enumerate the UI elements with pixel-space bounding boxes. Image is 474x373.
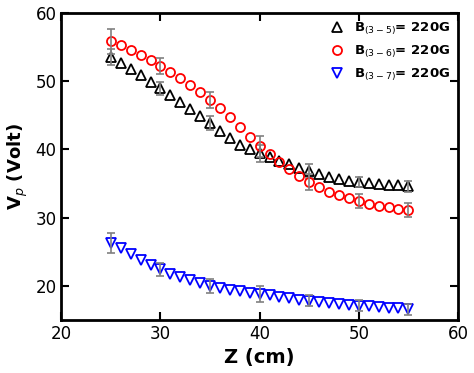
B$_{(3-7)}$= 220G: [138, 258, 144, 262]
B$_{(3-6)}$= 220G: [247, 135, 253, 139]
B$_{(3-7)}$= 220G: [247, 291, 253, 295]
Line: B$_{(3-7)}$= 220G: B$_{(3-7)}$= 220G: [106, 238, 413, 314]
B$_{(3-7)}$= 220G: [197, 281, 203, 285]
Y-axis label: V$_p$ (Volt): V$_p$ (Volt): [6, 123, 30, 210]
B$_{(3-6)}$= 220G: [396, 206, 401, 211]
B$_{(3-7)}$= 220G: [366, 304, 372, 308]
B$_{(3-7)}$= 220G: [356, 304, 362, 308]
B$_{(3-5)}$= 220G: [326, 174, 332, 179]
B$_{(3-5)}$= 220G: [396, 183, 401, 188]
B$_{(3-6)}$= 220G: [326, 189, 332, 194]
B$_{(3-7)}$= 220G: [346, 303, 352, 307]
B$_{(3-7)}$= 220G: [286, 296, 292, 300]
B$_{(3-5)}$= 220G: [128, 67, 134, 72]
B$_{(3-7)}$= 220G: [158, 267, 164, 272]
B$_{(3-6)}$= 220G: [158, 64, 164, 68]
B$_{(3-7)}$= 220G: [376, 305, 382, 309]
B$_{(3-6)}$= 220G: [237, 125, 243, 129]
B$_{(3-6)}$= 220G: [217, 106, 223, 110]
B$_{(3-6)}$= 220G: [376, 204, 382, 208]
B$_{(3-6)}$= 220G: [306, 180, 312, 184]
B$_{(3-7)}$= 220G: [148, 263, 154, 267]
B$_{(3-6)}$= 220G: [346, 196, 352, 201]
B$_{(3-5)}$= 220G: [386, 182, 392, 187]
B$_{(3-5)}$= 220G: [406, 184, 411, 188]
B$_{(3-6)}$= 220G: [296, 173, 302, 178]
B$_{(3-6)}$= 220G: [148, 58, 154, 63]
B$_{(3-5)}$= 220G: [197, 113, 203, 118]
B$_{(3-6)}$= 220G: [356, 199, 362, 203]
B$_{(3-6)}$= 220G: [406, 208, 411, 212]
B$_{(3-6)}$= 220G: [108, 39, 114, 44]
B$_{(3-5)}$= 220G: [158, 86, 164, 91]
B$_{(3-6)}$= 220G: [386, 205, 392, 210]
B$_{(3-7)}$= 220G: [396, 306, 401, 311]
B$_{(3-5)}$= 220G: [286, 162, 292, 166]
B$_{(3-7)}$= 220G: [207, 283, 213, 288]
B$_{(3-5)}$= 220G: [366, 181, 372, 186]
B$_{(3-5)}$= 220G: [267, 155, 273, 160]
B$_{(3-7)}$= 220G: [118, 246, 124, 251]
B$_{(3-5)}$= 220G: [148, 80, 154, 85]
B$_{(3-7)}$= 220G: [316, 300, 322, 304]
B$_{(3-7)}$= 220G: [237, 289, 243, 294]
B$_{(3-7)}$= 220G: [227, 288, 233, 292]
B$_{(3-5)}$= 220G: [237, 143, 243, 147]
B$_{(3-7)}$= 220G: [386, 305, 392, 310]
B$_{(3-5)}$= 220G: [108, 55, 114, 59]
B$_{(3-6)}$= 220G: [316, 185, 322, 190]
B$_{(3-7)}$= 220G: [336, 302, 342, 307]
Line: B$_{(3-5)}$= 220G: B$_{(3-5)}$= 220G: [106, 53, 413, 191]
B$_{(3-5)}$= 220G: [296, 165, 302, 170]
B$_{(3-7)}$= 220G: [326, 301, 332, 305]
B$_{(3-5)}$= 220G: [138, 73, 144, 78]
B$_{(3-7)}$= 220G: [296, 297, 302, 302]
B$_{(3-5)}$= 220G: [187, 107, 193, 111]
B$_{(3-7)}$= 220G: [108, 241, 114, 245]
B$_{(3-6)}$= 220G: [167, 70, 173, 74]
B$_{(3-5)}$= 220G: [356, 180, 362, 184]
B$_{(3-6)}$= 220G: [277, 159, 283, 164]
B$_{(3-7)}$= 220G: [306, 299, 312, 303]
B$_{(3-5)}$= 220G: [118, 61, 124, 65]
B$_{(3-5)}$= 220G: [207, 121, 213, 125]
Line: B$_{(3-6)}$= 220G: B$_{(3-6)}$= 220G: [106, 37, 413, 214]
B$_{(3-6)}$= 220G: [227, 115, 233, 119]
B$_{(3-5)}$= 220G: [277, 159, 283, 163]
B$_{(3-5)}$= 220G: [316, 172, 322, 176]
B$_{(3-5)}$= 220G: [257, 151, 263, 156]
B$_{(3-6)}$= 220G: [118, 43, 124, 48]
B$_{(3-7)}$= 220G: [406, 307, 411, 311]
B$_{(3-6)}$= 220G: [267, 152, 273, 156]
X-axis label: Z (cm): Z (cm): [224, 348, 295, 367]
B$_{(3-7)}$= 220G: [167, 271, 173, 276]
B$_{(3-7)}$= 220G: [257, 292, 263, 296]
B$_{(3-5)}$= 220G: [227, 136, 233, 141]
B$_{(3-7)}$= 220G: [128, 252, 134, 257]
B$_{(3-6)}$= 220G: [336, 193, 342, 197]
B$_{(3-5)}$= 220G: [306, 169, 312, 173]
B$_{(3-5)}$= 220G: [247, 147, 253, 151]
B$_{(3-6)}$= 220G: [257, 144, 263, 149]
B$_{(3-5)}$= 220G: [346, 178, 352, 183]
B$_{(3-7)}$= 220G: [277, 295, 283, 299]
B$_{(3-6)}$= 220G: [197, 90, 203, 95]
B$_{(3-6)}$= 220G: [207, 98, 213, 102]
B$_{(3-5)}$= 220G: [217, 129, 223, 133]
Legend: B$_{(3-5)}$= 220G, B$_{(3-6)}$= 220G, B$_{(3-7)}$= 220G: B$_{(3-5)}$= 220G, B$_{(3-6)}$= 220G, B$…: [318, 15, 456, 88]
B$_{(3-6)}$= 220G: [128, 48, 134, 52]
B$_{(3-5)}$= 220G: [167, 93, 173, 97]
B$_{(3-5)}$= 220G: [177, 100, 183, 104]
B$_{(3-6)}$= 220G: [187, 83, 193, 87]
B$_{(3-7)}$= 220G: [187, 278, 193, 283]
B$_{(3-6)}$= 220G: [177, 76, 183, 81]
B$_{(3-5)}$= 220G: [376, 182, 382, 186]
B$_{(3-6)}$= 220G: [366, 202, 372, 206]
B$_{(3-7)}$= 220G: [217, 286, 223, 290]
B$_{(3-6)}$= 220G: [138, 53, 144, 57]
B$_{(3-7)}$= 220G: [177, 275, 183, 279]
B$_{(3-5)}$= 220G: [336, 176, 342, 181]
B$_{(3-7)}$= 220G: [267, 293, 273, 298]
B$_{(3-6)}$= 220G: [286, 167, 292, 171]
